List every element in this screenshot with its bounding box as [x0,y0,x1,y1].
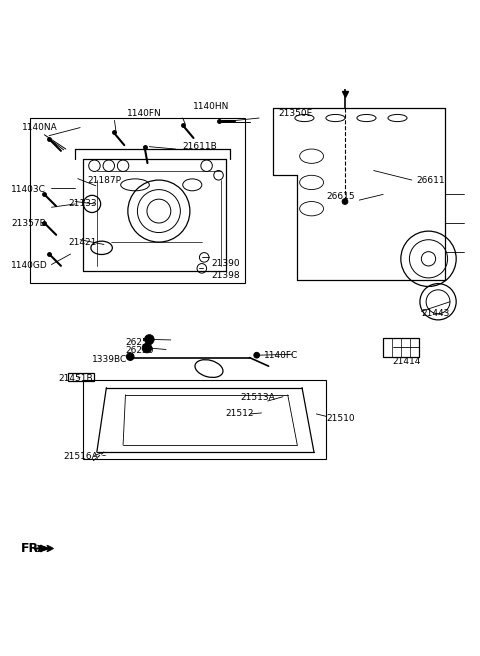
Text: 1140FC: 1140FC [264,351,298,359]
Text: 26259: 26259 [125,338,154,347]
Text: 26611: 26611 [417,176,445,184]
Polygon shape [97,385,312,455]
Bar [383,338,419,357]
Text: 21398: 21398 [211,271,240,280]
Text: 26250: 26250 [125,346,154,356]
Text: 21611B: 21611B [183,142,217,152]
Circle shape [254,352,260,358]
Text: 21357B: 21357B [11,218,46,228]
Text: 1140NA: 1140NA [22,123,58,133]
Circle shape [142,343,152,353]
Text: 21513A: 21513A [240,393,275,401]
Text: 21133: 21133 [68,199,97,209]
Text: 21512: 21512 [226,409,254,419]
Text: 21451B: 21451B [59,374,93,382]
Text: 21516A: 21516A [63,453,98,461]
Circle shape [246,411,253,418]
Bar [83,380,326,459]
Text: 11403C: 11403C [11,185,46,194]
Text: 1140GD: 1140GD [11,262,48,270]
Text: 21414: 21414 [393,357,421,366]
Circle shape [342,199,348,205]
Bar [68,373,95,381]
Text: 21187P: 21187P [87,176,121,184]
Text: 21390: 21390 [211,259,240,268]
Text: FR.: FR. [21,542,44,555]
Text: 1339BC: 1339BC [92,354,127,363]
Text: 21421: 21421 [68,237,96,247]
Text: 1140FN: 1140FN [127,109,162,118]
Bar [30,118,245,283]
Circle shape [263,399,270,405]
Circle shape [144,335,154,344]
Text: 1140HN: 1140HN [193,102,229,111]
Circle shape [101,449,108,455]
Text: 21510: 21510 [326,414,355,423]
Text: 21443: 21443 [421,309,450,318]
Text: 21350E: 21350E [278,109,312,118]
Text: 26615: 26615 [326,192,355,201]
Circle shape [126,353,134,360]
